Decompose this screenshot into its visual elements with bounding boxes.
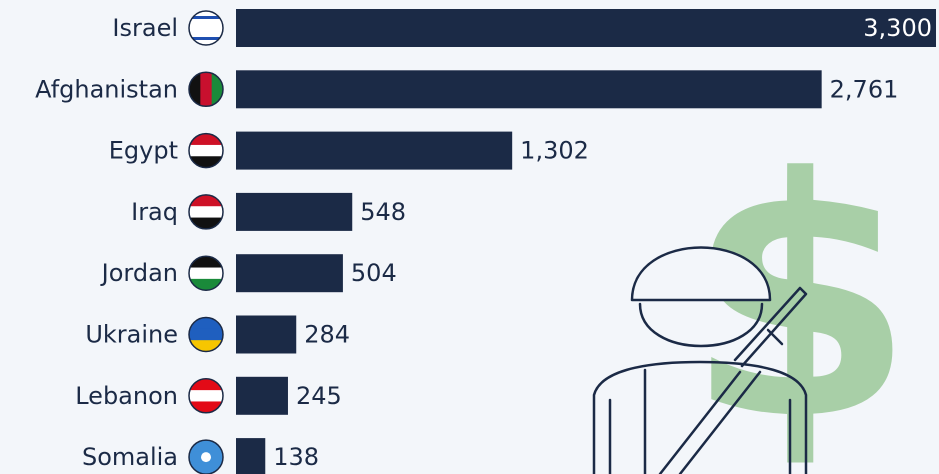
flag [189, 256, 223, 291]
bar [236, 315, 297, 354]
flag [189, 317, 223, 352]
flag [189, 440, 223, 474]
category-label: Lebanon [75, 382, 178, 410]
flag-stripe [189, 72, 201, 107]
category-label: Jordan [100, 259, 178, 287]
flag-stripe [189, 194, 223, 207]
flag-stripe [189, 156, 223, 168]
flag-band [189, 37, 223, 40]
flag-stripe [189, 278, 223, 291]
flag-ring [188, 316, 224, 353]
flag [189, 11, 223, 45]
flag-stripe [200, 72, 213, 107]
flag [189, 133, 223, 168]
value-label: 3,300 [863, 14, 932, 42]
flag-stripe [211, 72, 223, 107]
flag-stripe [189, 133, 223, 146]
bar-rows: Israel 3,300 Afghanistan 2,761 Egypt 1,302 Ira… [35, 9, 936, 474]
bar [236, 376, 288, 415]
flag-stripe [189, 267, 223, 280]
bar [236, 70, 822, 109]
value-label: 138 [273, 443, 319, 471]
flag [189, 194, 223, 229]
bar [236, 9, 936, 47]
flag-stripe [189, 144, 223, 157]
flag-ring [188, 255, 224, 291]
category-label: Iraq [131, 198, 178, 226]
flag [189, 378, 223, 413]
category-label: Ukraine [85, 321, 178, 349]
value-label: 504 [351, 259, 397, 287]
flag-ring [188, 132, 224, 169]
category-label: Israel [112, 14, 178, 42]
flag-stripe [189, 328, 223, 341]
value-label: 1,302 [520, 137, 589, 165]
flag-stripe [189, 317, 223, 330]
flag-stripe [189, 462, 223, 474]
flag-stripe [189, 440, 223, 452]
value-label: 284 [304, 321, 350, 349]
bar [236, 254, 343, 293]
value-label: 548 [360, 198, 406, 226]
flag-stripe [189, 256, 223, 269]
flag-stripe [189, 206, 223, 219]
flag-ring [188, 194, 224, 230]
flag-star [201, 452, 211, 463]
value-label: 245 [296, 382, 342, 410]
flag-ring [188, 378, 224, 414]
category-label: Somalia [82, 443, 178, 471]
category-label: Afghanistan [35, 75, 178, 103]
bar [236, 438, 266, 474]
soldier-icon [592, 246, 808, 474]
category-label: Egypt [109, 137, 178, 165]
flag-band [189, 16, 223, 19]
flag-stripe [189, 378, 223, 391]
flag-stripe [189, 401, 223, 413]
flag-stripe [189, 22, 223, 35]
bar [236, 192, 353, 231]
flag-stripe [189, 390, 223, 402]
value-label: 2,761 [830, 75, 899, 103]
flag-ring [188, 10, 224, 46]
flag [189, 72, 223, 107]
flag-ring [188, 439, 224, 474]
illustration: $ [592, 108, 915, 474]
flag-ring [188, 71, 224, 108]
flag-stripe [189, 340, 223, 352]
bar [236, 131, 513, 170]
flag-stripe [189, 217, 223, 229]
